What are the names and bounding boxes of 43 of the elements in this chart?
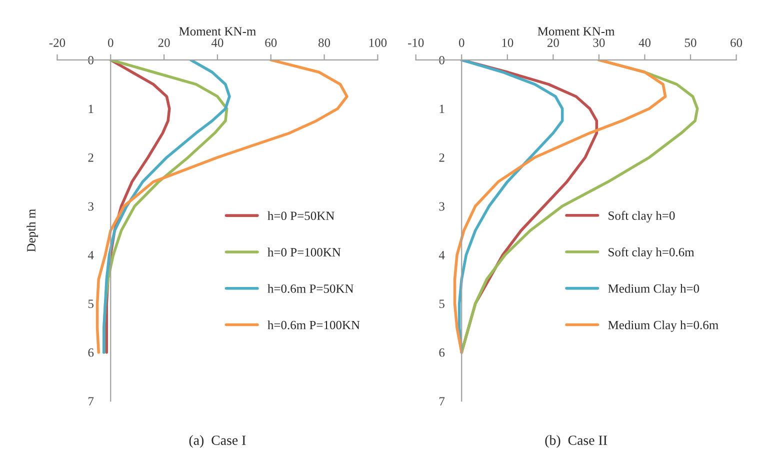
y-tick-label: 1 <box>88 104 94 113</box>
x-tick-label: 0 <box>458 38 464 47</box>
x-tick-label: 60 <box>730 38 742 47</box>
x-tick-label: 30 <box>593 38 605 47</box>
legend-label: Medium Clay h=0.6m <box>608 320 718 332</box>
y-tick-label: 5 <box>88 300 94 308</box>
x-tick-label: 10 <box>502 38 514 47</box>
x-tick-label: 100 <box>369 38 387 47</box>
x-tick-label: 80 <box>318 38 330 47</box>
y-tick-label: 4 <box>438 250 445 260</box>
y-tick-label: 7 <box>440 397 445 406</box>
text: (a) Case I <box>189 435 246 448</box>
y-tick-label: 3 <box>439 202 444 211</box>
x-tick-label: 40 <box>638 38 651 47</box>
x-tick-label: -10 <box>408 38 424 47</box>
legend-label: h=0.6m P=100KN <box>268 320 360 330</box>
y-tick-label: 7 <box>88 397 94 406</box>
x-tick-label: 60 <box>265 38 277 47</box>
y-tick-label: 6 <box>88 348 94 357</box>
legend-label: h=0 P=50KN <box>268 211 334 220</box>
x-tick-label: 20 <box>547 38 559 47</box>
y-tick-label: 2 <box>88 153 94 162</box>
y-tick-label: 4 <box>88 250 94 260</box>
x-tick-label: 20 <box>158 38 170 47</box>
x-tick-label: 40 <box>211 38 224 47</box>
legend-label: h=0 P=100KN <box>268 248 341 256</box>
line-series <box>458 60 564 354</box>
legend-label: Soft clay h=0 <box>608 210 675 222</box>
legend-label: h=0.6m P=50KN <box>268 284 354 293</box>
text: (b) Case II <box>545 435 608 448</box>
x-tick-label: -20 <box>49 38 66 47</box>
y-tick-label: 1 <box>440 104 444 113</box>
x-axis-title: Moment KN-m <box>179 27 256 36</box>
y-tick-label: 2 <box>439 153 444 162</box>
x-tick-label: 50 <box>684 38 696 47</box>
y-axis-title: Depth m <box>26 209 38 252</box>
x-tick-label: 0 <box>108 38 114 47</box>
x-axis-title: Moment KN-m <box>538 27 615 36</box>
y-tick-label: 6 <box>439 348 445 357</box>
y-tick-label: 3 <box>88 202 94 211</box>
legend-label: Medium Clay h=0 <box>608 284 700 296</box>
y-tick-label: 5 <box>439 300 444 308</box>
legend-label: Soft clay h=0.6m <box>608 247 694 259</box>
